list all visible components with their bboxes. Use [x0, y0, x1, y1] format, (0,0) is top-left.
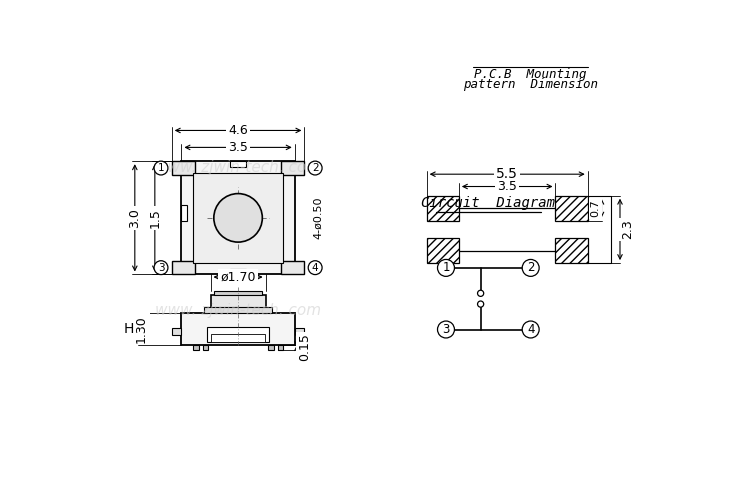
Text: ø1.70: ø1.70: [220, 270, 256, 283]
Bar: [268, 345, 274, 350]
Text: 3: 3: [442, 323, 450, 336]
Text: 4.6: 4.6: [228, 124, 248, 137]
Bar: [182, 312, 295, 345]
Bar: [556, 238, 588, 263]
Bar: [204, 306, 272, 312]
Circle shape: [154, 161, 168, 175]
Text: P.C.B  Mounting: P.C.B Mounting: [475, 68, 587, 80]
Bar: [172, 328, 182, 335]
Circle shape: [478, 290, 484, 296]
Bar: [211, 334, 266, 342]
Text: 4-ø0.50: 4-ø0.50: [314, 196, 323, 239]
Bar: [211, 295, 266, 312]
Bar: [214, 291, 262, 295]
Bar: [295, 328, 304, 335]
Text: H: H: [124, 322, 134, 336]
Bar: [202, 345, 208, 350]
Circle shape: [478, 301, 484, 307]
Text: 4: 4: [527, 323, 535, 336]
Circle shape: [437, 321, 454, 338]
Bar: [230, 162, 246, 167]
Text: 2.3: 2.3: [621, 220, 634, 240]
Text: Circuit  Diagram: Circuit Diagram: [422, 196, 555, 210]
Bar: [281, 162, 304, 175]
Bar: [193, 172, 284, 263]
Circle shape: [437, 260, 454, 276]
Text: 3.5: 3.5: [497, 180, 517, 193]
Bar: [193, 345, 199, 350]
Text: 4: 4: [312, 262, 319, 272]
Text: 1.5: 1.5: [148, 208, 161, 228]
Text: 3: 3: [158, 262, 164, 272]
Text: www. zjwin-tech. com: www. zjwin-tech. com: [155, 160, 321, 176]
Text: pattern  Dimension: pattern Dimension: [464, 78, 598, 92]
Bar: [230, 268, 246, 274]
Bar: [281, 261, 304, 274]
Circle shape: [522, 260, 539, 276]
Circle shape: [308, 260, 322, 274]
Text: 5.5: 5.5: [496, 167, 518, 181]
Bar: [556, 196, 588, 220]
Circle shape: [214, 194, 262, 242]
Bar: [278, 345, 284, 350]
Bar: [427, 196, 459, 220]
Bar: [182, 162, 295, 274]
Text: 1.30: 1.30: [135, 315, 148, 342]
Text: 0.15: 0.15: [298, 334, 311, 361]
Text: 2: 2: [312, 163, 319, 173]
Text: 1: 1: [442, 262, 450, 274]
Text: www. zjwin-tech. com: www. zjwin-tech. com: [155, 302, 321, 318]
Bar: [207, 327, 269, 342]
Text: 1: 1: [158, 163, 164, 173]
Text: 0.7: 0.7: [590, 200, 600, 217]
Bar: [182, 204, 188, 221]
Text: 3.5: 3.5: [228, 141, 248, 154]
Bar: [172, 162, 195, 175]
Bar: [427, 238, 459, 263]
Circle shape: [308, 161, 322, 175]
Text: 2: 2: [527, 262, 535, 274]
Bar: [172, 261, 195, 274]
Circle shape: [522, 321, 539, 338]
Text: 3.0: 3.0: [128, 208, 141, 228]
Circle shape: [154, 260, 168, 274]
